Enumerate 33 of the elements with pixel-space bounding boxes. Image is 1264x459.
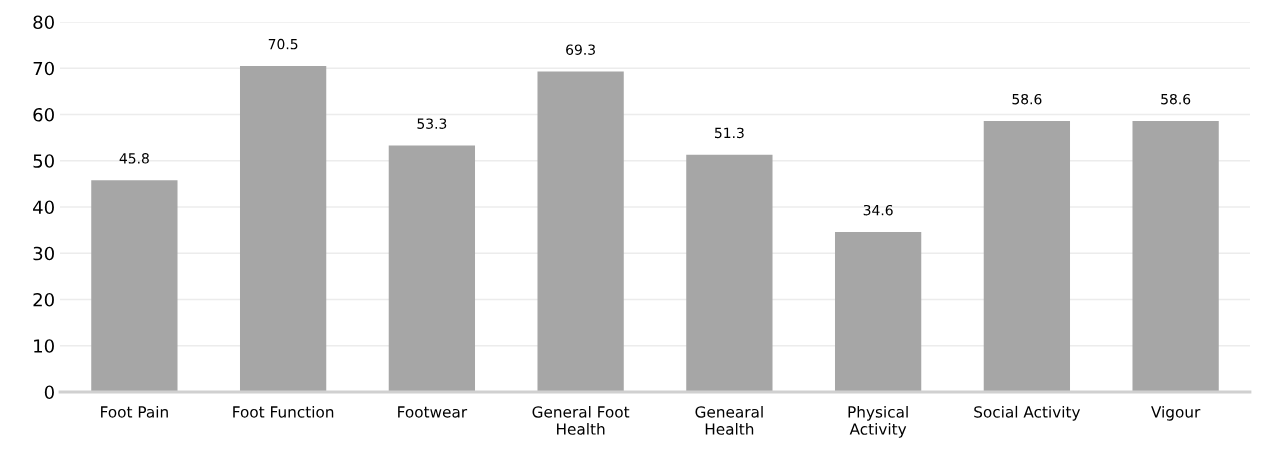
bar	[1132, 120, 1219, 392]
x-tick-label: General Foot Health	[532, 405, 630, 435]
x-tick-label: Vigour	[1151, 405, 1201, 421]
y-tick-label: 30	[33, 246, 54, 261]
x-tick-label: Footwear	[398, 406, 468, 418]
y-tick-label: 40	[33, 200, 54, 215]
bar	[834, 231, 922, 392]
bar	[686, 154, 773, 392]
data-label: 53.3	[417, 118, 447, 129]
data-label: 58.6	[1012, 93, 1042, 105]
bar	[983, 120, 1071, 392]
data-label: 51.3	[714, 127, 744, 139]
x-tick-label: Genearal Health	[695, 405, 763, 435]
bar	[388, 145, 476, 392]
x-tick-label: Physical Activity	[848, 405, 908, 438]
bar	[537, 71, 624, 392]
y-tick-label: 50	[33, 154, 54, 168]
y-tick-label: 60	[33, 107, 54, 122]
x-tick-label: Foot Function	[233, 405, 334, 418]
bar	[239, 65, 327, 392]
data-label: 45.8	[119, 153, 149, 164]
bar	[91, 180, 178, 392]
y-tick-label: 80	[33, 15, 54, 30]
x-tick-label: Social Activity	[974, 405, 1081, 421]
y-tick-label: 20	[33, 292, 54, 307]
y-tick-label: 70	[33, 61, 54, 76]
y-tick-label: 10	[34, 339, 54, 353]
data-label: 34.6	[863, 204, 893, 216]
y-tick-label: 0	[44, 385, 54, 400]
data-label: 69.3	[566, 44, 595, 55]
data-label: 58.6	[1161, 93, 1191, 105]
x-tick-label: Foot Pain	[101, 405, 168, 418]
data-label: 70.5	[268, 38, 298, 50]
